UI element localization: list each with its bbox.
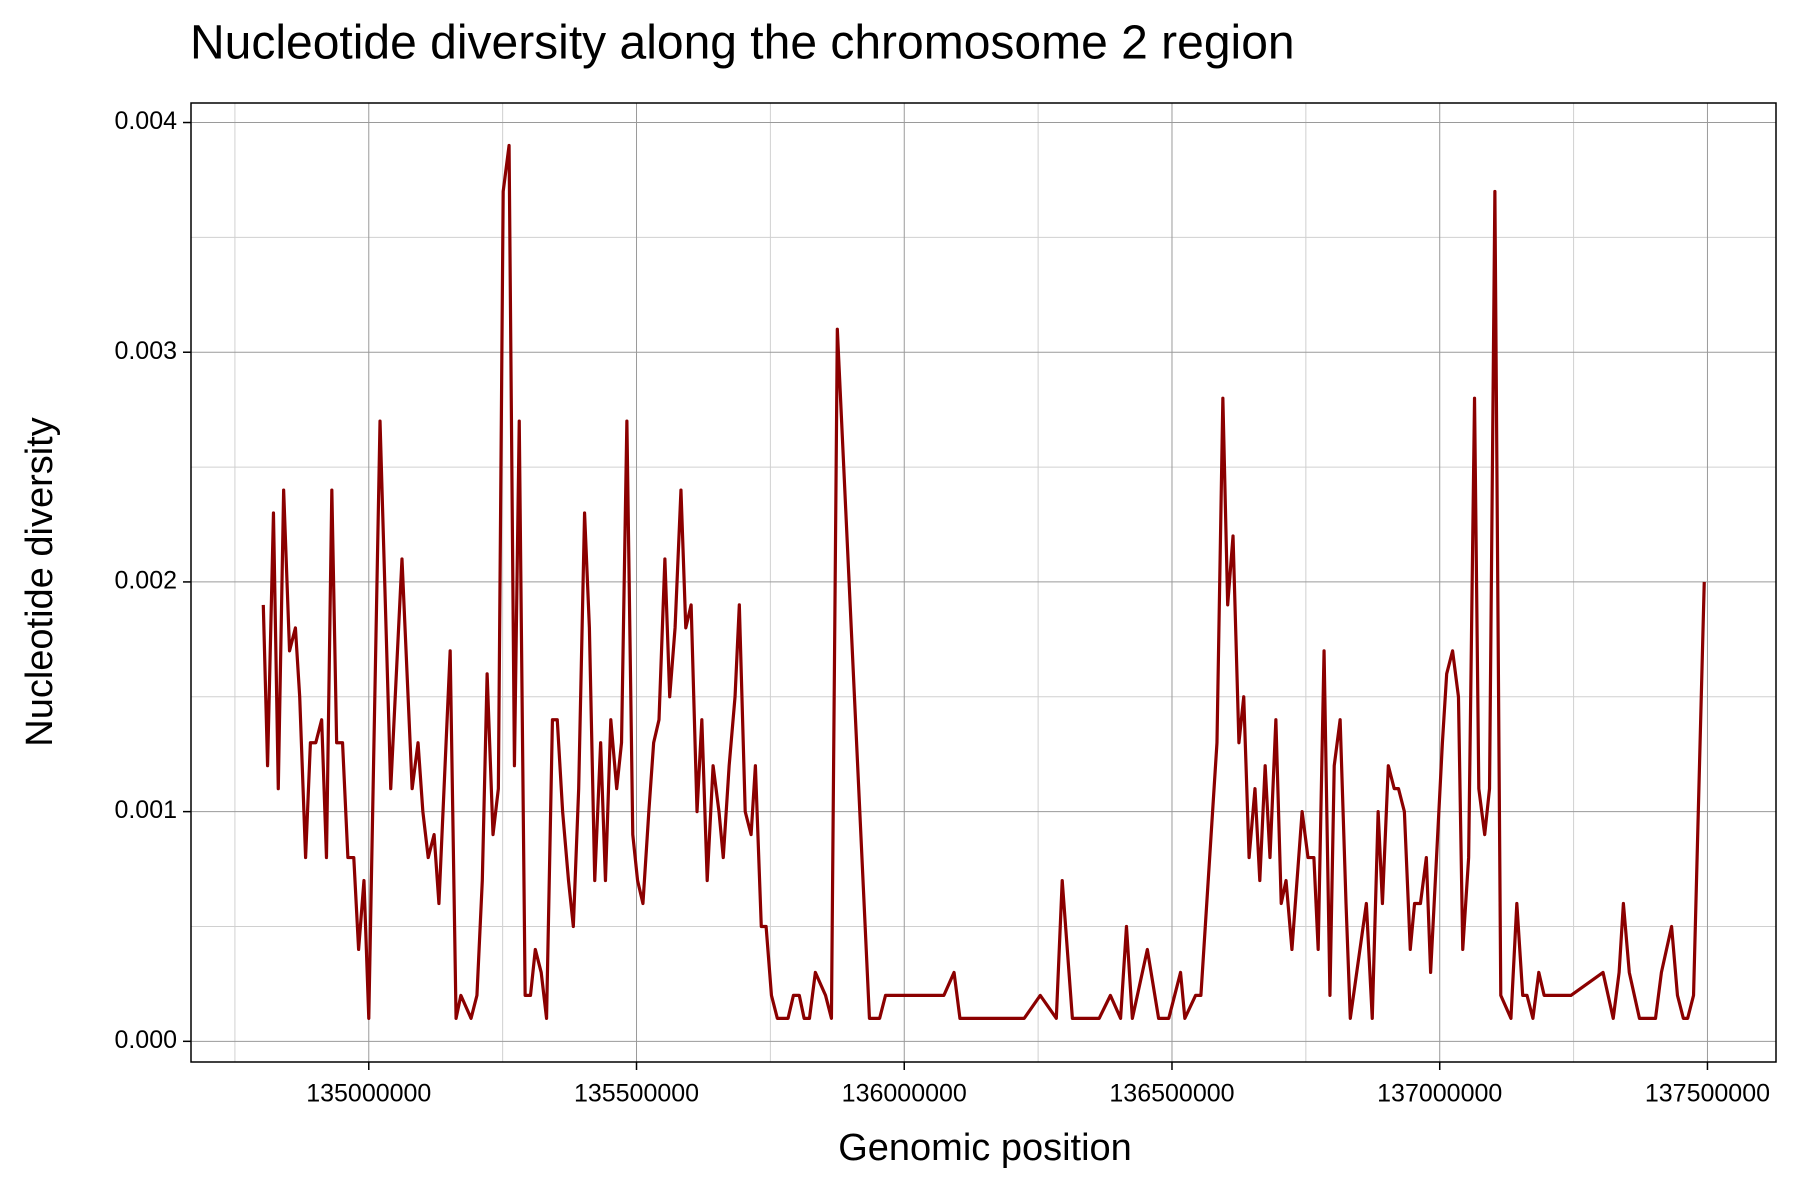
x-tick-label: 136000000 — [842, 1080, 967, 1108]
plot-frame — [190, 102, 1777, 1063]
x-tick-label: 135500000 — [574, 1080, 699, 1108]
y-tick-label: 0.002 — [114, 567, 177, 595]
y-tick-label: 0.003 — [114, 337, 177, 365]
x-tick-label: 137000000 — [1377, 1080, 1502, 1108]
x-tick-label: 136500000 — [1109, 1080, 1234, 1108]
x-axis-label: Genomic position — [838, 1127, 1132, 1169]
data-line — [261, 143, 1706, 1020]
chart-title: Nucleotide diversity along the chromosom… — [190, 17, 1295, 70]
x-tick-label: 137500000 — [1645, 1080, 1770, 1108]
x-tick-label: 135000000 — [306, 1080, 431, 1108]
y-axis-label: Nucleotide diversity — [19, 417, 61, 746]
y-tick-label: 0.001 — [114, 796, 177, 824]
y-tick-label: 0.000 — [114, 1026, 177, 1054]
y-tick-label: 0.004 — [114, 107, 177, 135]
